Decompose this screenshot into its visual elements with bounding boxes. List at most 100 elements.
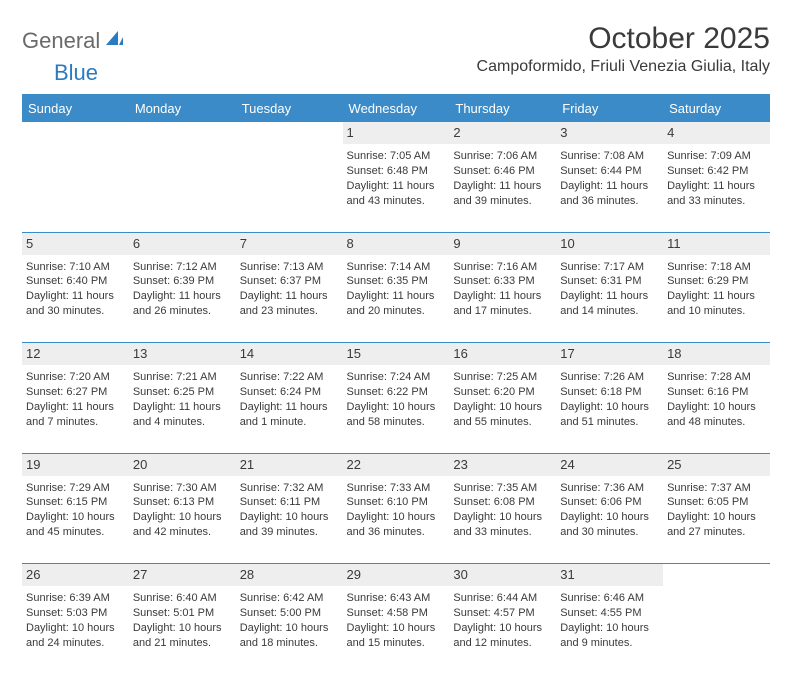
info-cell: Sunrise: 7:08 AMSunset: 6:44 PMDaylight:…	[556, 144, 663, 232]
day-number: 23	[453, 457, 467, 472]
day-number: 27	[133, 567, 147, 582]
day-info: Sunrise: 7:36 AMSunset: 6:06 PMDaylight:…	[560, 479, 659, 540]
daynum-cell: 4	[663, 122, 770, 145]
daynum-cell	[663, 564, 770, 587]
info-cell: Sunrise: 7:22 AMSunset: 6:24 PMDaylight:…	[236, 365, 343, 453]
info-row: Sunrise: 7:10 AMSunset: 6:40 PMDaylight:…	[22, 255, 770, 343]
day-info: Sunrise: 7:33 AMSunset: 6:10 PMDaylight:…	[347, 479, 446, 540]
daynum-cell: 5	[22, 232, 129, 255]
day-info: Sunrise: 7:14 AMSunset: 6:35 PMDaylight:…	[347, 258, 446, 319]
day-number: 3	[560, 125, 567, 140]
day-number: 16	[453, 346, 467, 361]
daynum-cell: 9	[449, 232, 556, 255]
daynum-cell: 3	[556, 122, 663, 145]
day-info: Sunrise: 7:25 AMSunset: 6:20 PMDaylight:…	[453, 368, 552, 429]
daynum-cell: 2	[449, 122, 556, 145]
daynum-cell: 14	[236, 343, 343, 366]
info-cell: Sunrise: 7:25 AMSunset: 6:20 PMDaylight:…	[449, 365, 556, 453]
day-info: Sunrise: 7:18 AMSunset: 6:29 PMDaylight:…	[667, 258, 766, 319]
day-info: Sunrise: 7:05 AMSunset: 6:48 PMDaylight:…	[347, 147, 446, 208]
calendar-table: Sunday Monday Tuesday Wednesday Thursday…	[22, 94, 770, 674]
weekday-header: Sunday	[22, 95, 129, 122]
daynum-cell: 25	[663, 453, 770, 476]
day-info: Sunrise: 7:10 AMSunset: 6:40 PMDaylight:…	[26, 258, 125, 319]
info-cell	[129, 144, 236, 232]
daynum-cell: 12	[22, 343, 129, 366]
info-cell: Sunrise: 6:40 AMSunset: 5:01 PMDaylight:…	[129, 586, 236, 674]
daynum-cell: 22	[343, 453, 450, 476]
info-cell	[22, 144, 129, 232]
day-number: 2	[453, 125, 460, 140]
daynum-cell: 26	[22, 564, 129, 587]
day-number: 12	[26, 346, 40, 361]
info-cell: Sunrise: 7:20 AMSunset: 6:27 PMDaylight:…	[22, 365, 129, 453]
day-info: Sunrise: 7:08 AMSunset: 6:44 PMDaylight:…	[560, 147, 659, 208]
day-info: Sunrise: 7:06 AMSunset: 6:46 PMDaylight:…	[453, 147, 552, 208]
daynum-row: 1234	[22, 122, 770, 145]
info-cell: Sunrise: 6:42 AMSunset: 5:00 PMDaylight:…	[236, 586, 343, 674]
day-info: Sunrise: 7:28 AMSunset: 6:16 PMDaylight:…	[667, 368, 766, 429]
daynum-cell: 17	[556, 343, 663, 366]
daynum-cell: 13	[129, 343, 236, 366]
day-number: 24	[560, 457, 574, 472]
info-cell: Sunrise: 7:05 AMSunset: 6:48 PMDaylight:…	[343, 144, 450, 232]
month-title: October 2025	[477, 22, 770, 56]
day-number: 21	[240, 457, 254, 472]
day-number: 20	[133, 457, 147, 472]
day-number: 14	[240, 346, 254, 361]
day-number: 25	[667, 457, 681, 472]
day-info: Sunrise: 7:24 AMSunset: 6:22 PMDaylight:…	[347, 368, 446, 429]
day-number: 31	[560, 567, 574, 582]
info-cell: Sunrise: 6:46 AMSunset: 4:55 PMDaylight:…	[556, 586, 663, 674]
daynum-cell: 31	[556, 564, 663, 587]
daynum-cell: 11	[663, 232, 770, 255]
daynum-cell: 28	[236, 564, 343, 587]
info-cell: Sunrise: 7:10 AMSunset: 6:40 PMDaylight:…	[22, 255, 129, 343]
logo: General	[22, 22, 126, 54]
info-row: Sunrise: 7:29 AMSunset: 6:15 PMDaylight:…	[22, 476, 770, 564]
info-cell: Sunrise: 7:21 AMSunset: 6:25 PMDaylight:…	[129, 365, 236, 453]
day-info: Sunrise: 6:44 AMSunset: 4:57 PMDaylight:…	[453, 589, 552, 650]
day-info: Sunrise: 7:16 AMSunset: 6:33 PMDaylight:…	[453, 258, 552, 319]
daynum-row: 567891011	[22, 232, 770, 255]
day-info: Sunrise: 6:42 AMSunset: 5:00 PMDaylight:…	[240, 589, 339, 650]
weekday-header: Wednesday	[343, 95, 450, 122]
daynum-cell: 18	[663, 343, 770, 366]
day-info: Sunrise: 6:40 AMSunset: 5:01 PMDaylight:…	[133, 589, 232, 650]
day-number: 18	[667, 346, 681, 361]
location: Campoformido, Friuli Venezia Giulia, Ita…	[477, 58, 770, 76]
day-number: 22	[347, 457, 361, 472]
day-info: Sunrise: 6:43 AMSunset: 4:58 PMDaylight:…	[347, 589, 446, 650]
daynum-cell: 19	[22, 453, 129, 476]
daynum-cell: 30	[449, 564, 556, 587]
weekday-header: Tuesday	[236, 95, 343, 122]
daynum-cell	[236, 122, 343, 145]
info-cell: Sunrise: 7:30 AMSunset: 6:13 PMDaylight:…	[129, 476, 236, 564]
day-info: Sunrise: 7:35 AMSunset: 6:08 PMDaylight:…	[453, 479, 552, 540]
day-info: Sunrise: 7:37 AMSunset: 6:05 PMDaylight:…	[667, 479, 766, 540]
logo-text-blue: Blue	[54, 60, 98, 85]
info-cell: Sunrise: 7:12 AMSunset: 6:39 PMDaylight:…	[129, 255, 236, 343]
day-number: 5	[26, 236, 33, 251]
info-cell: Sunrise: 7:37 AMSunset: 6:05 PMDaylight:…	[663, 476, 770, 564]
day-info: Sunrise: 7:09 AMSunset: 6:42 PMDaylight:…	[667, 147, 766, 208]
info-cell: Sunrise: 6:39 AMSunset: 5:03 PMDaylight:…	[22, 586, 129, 674]
daynum-cell: 29	[343, 564, 450, 587]
info-cell: Sunrise: 7:13 AMSunset: 6:37 PMDaylight:…	[236, 255, 343, 343]
daynum-cell	[129, 122, 236, 145]
daynum-cell: 27	[129, 564, 236, 587]
info-cell: Sunrise: 7:28 AMSunset: 6:16 PMDaylight:…	[663, 365, 770, 453]
info-row: Sunrise: 7:20 AMSunset: 6:27 PMDaylight:…	[22, 365, 770, 453]
daynum-cell: 16	[449, 343, 556, 366]
daynum-cell: 8	[343, 232, 450, 255]
info-row: Sunrise: 7:05 AMSunset: 6:48 PMDaylight:…	[22, 144, 770, 232]
day-info: Sunrise: 7:22 AMSunset: 6:24 PMDaylight:…	[240, 368, 339, 429]
day-info: Sunrise: 7:12 AMSunset: 6:39 PMDaylight:…	[133, 258, 232, 319]
info-cell: Sunrise: 7:17 AMSunset: 6:31 PMDaylight:…	[556, 255, 663, 343]
day-number: 9	[453, 236, 460, 251]
daynum-cell: 24	[556, 453, 663, 476]
day-number: 15	[347, 346, 361, 361]
day-number: 28	[240, 567, 254, 582]
day-number: 8	[347, 236, 354, 251]
weekday-header: Thursday	[449, 95, 556, 122]
